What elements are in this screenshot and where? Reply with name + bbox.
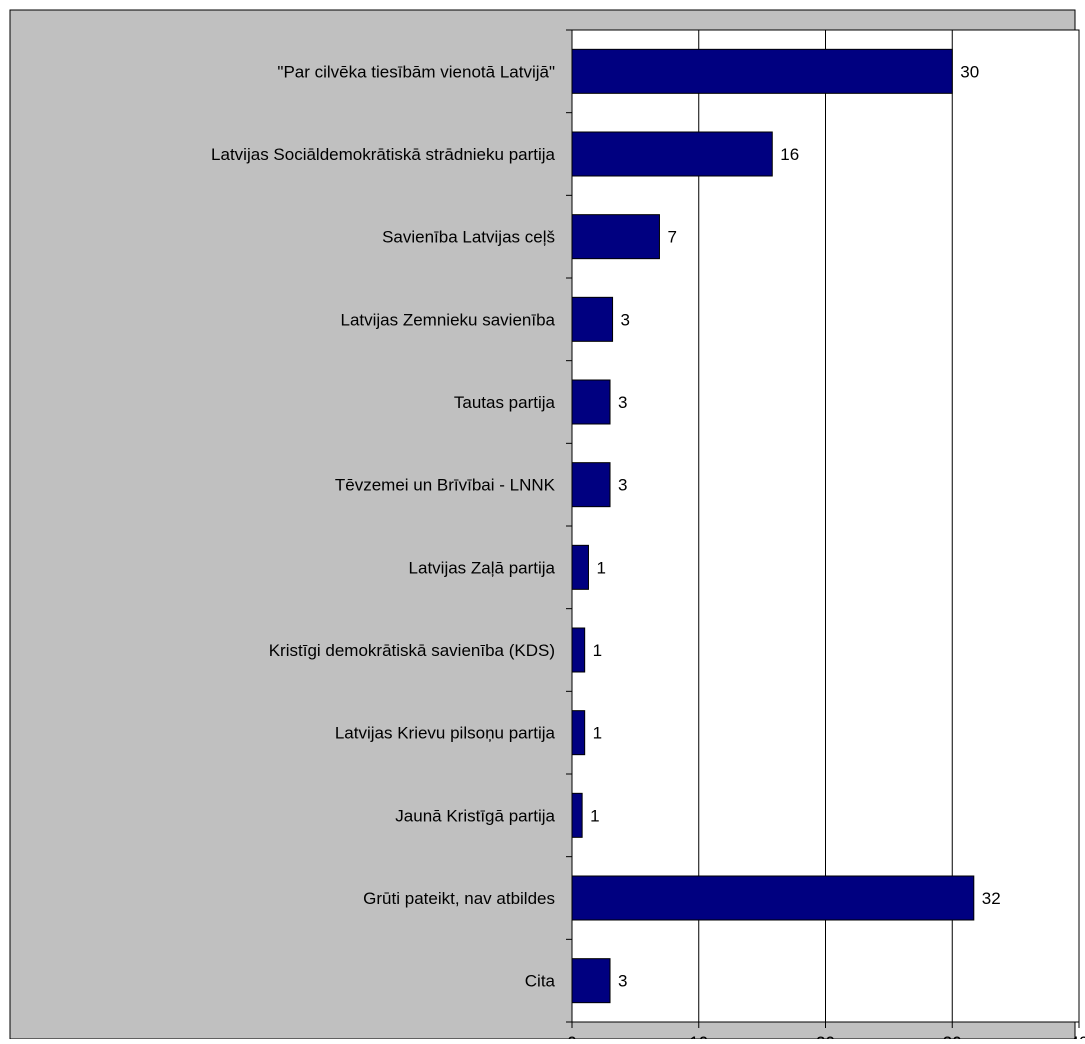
bar-4	[571, 296, 614, 342]
category-label-11: Grūti pateikt, nav atbildes	[363, 889, 555, 908]
category-label-7: Latvijas Zaļā partija	[409, 558, 556, 577]
category-label-9: Latvijas Krievu pilsoņu partija	[335, 724, 556, 743]
bar-3	[571, 214, 660, 260]
category-label-10: Jaunā Kristīgā partija	[395, 806, 555, 825]
bars	[571, 48, 975, 1004]
data-label-4: 3	[621, 310, 630, 329]
data-label-2: 16	[780, 145, 799, 164]
data-label-12: 3	[618, 972, 627, 991]
bar-6	[571, 462, 611, 508]
category-label-5: Tautas partija	[454, 393, 556, 412]
data-label-8: 1	[593, 641, 602, 660]
data-label-10: 1	[590, 806, 599, 825]
data-label-9: 1	[593, 724, 602, 743]
bar-5	[571, 379, 611, 425]
bar-12	[571, 958, 611, 1004]
category-label-3: Savienība Latvijas ceļš	[382, 228, 555, 247]
bar-9	[571, 710, 586, 756]
data-label-6: 3	[618, 476, 627, 495]
gridlines	[698, 30, 1080, 1022]
bar-11	[571, 875, 975, 921]
bar-10	[571, 792, 583, 838]
data-label-7: 1	[596, 558, 605, 577]
category-label-4: Latvijas Zemnieku savienība	[340, 310, 555, 329]
data-label-1: 30	[960, 62, 979, 81]
x-tick-label-0: 0	[567, 1033, 576, 1039]
category-label-8: Kristīgi demokrātiskā savienība (KDS)	[269, 641, 555, 660]
labels: 30"Par cilvēka tiesībām vienotā Latvijā"…	[211, 62, 1085, 1044]
x-tick-label-30: 30	[943, 1033, 962, 1039]
category-label-1: "Par cilvēka tiesībām vienotā Latvijā"	[277, 62, 555, 81]
category-label-2: Latvijas Sociāldemokrātiskā strādnieku p…	[211, 145, 555, 164]
axes	[566, 29, 1080, 1028]
data-label-11: 32	[982, 889, 1001, 908]
bar-1	[571, 48, 953, 94]
bar-2	[571, 131, 773, 177]
category-label-6: Tēvzemei un Brīvībai - LNNK	[335, 476, 556, 495]
data-label-5: 3	[618, 393, 627, 412]
bar-7	[571, 544, 589, 590]
bar-8	[571, 627, 586, 673]
category-label-12: Cita	[525, 972, 556, 991]
x-tick-label-20: 20	[816, 1033, 835, 1039]
x-tick-label-10: 10	[689, 1033, 708, 1039]
x-tick-label-40: 40	[1070, 1033, 1085, 1039]
data-label-3: 7	[667, 228, 676, 247]
